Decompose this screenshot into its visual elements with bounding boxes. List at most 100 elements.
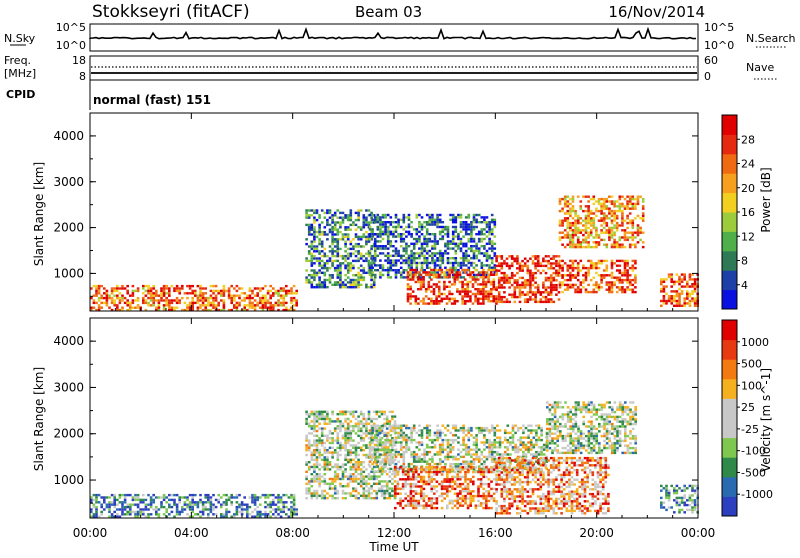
velocity-cell (449, 446, 452, 448)
power-cell (572, 269, 575, 271)
power-cell (416, 231, 419, 233)
power-cell (392, 221, 395, 223)
power-cell (416, 233, 419, 235)
velocity-cell (389, 480, 392, 482)
velocity-cell (295, 508, 298, 510)
power-cell (534, 282, 537, 284)
velocity-cell (311, 425, 314, 427)
power-cell (423, 243, 426, 245)
power-cell (435, 298, 438, 300)
power-cell (132, 292, 135, 294)
velocity-cell (391, 483, 394, 485)
power-cell (337, 217, 340, 219)
power-cell (191, 299, 194, 301)
power-cell (280, 297, 283, 299)
power-cell (477, 283, 480, 285)
power-cell (582, 210, 585, 212)
power-cell (582, 239, 585, 241)
power-cell (559, 220, 562, 222)
power-cell (121, 307, 124, 309)
power-cell (350, 214, 353, 216)
power-cell (390, 243, 393, 245)
power-cell (313, 274, 316, 276)
power-cell (564, 203, 567, 205)
power-cell (426, 221, 429, 223)
velocity-cell (379, 444, 382, 446)
velocity-cell (418, 429, 421, 431)
velocity-cell (259, 504, 262, 506)
velocity-cell (337, 466, 340, 468)
velocity-cell (488, 451, 491, 453)
power-cell (464, 290, 467, 292)
velocity-cell (400, 453, 403, 455)
power-cell (626, 269, 629, 271)
power-cell (347, 269, 350, 271)
velocity-cell (397, 427, 400, 429)
velocity-cell (236, 501, 239, 503)
power-cell (508, 277, 511, 279)
power-cell (572, 277, 575, 279)
power-cell (475, 214, 478, 216)
power-cell (418, 235, 421, 237)
power-cell (95, 290, 98, 292)
power-cell (582, 267, 585, 269)
power-cell (316, 209, 319, 211)
velocity-cell (329, 485, 332, 487)
velocity-cell (416, 446, 419, 448)
velocity-cell (339, 427, 342, 429)
power-cell (559, 286, 562, 288)
velocity-cell (373, 490, 376, 492)
power-cell (585, 277, 588, 279)
power-cell (452, 233, 455, 235)
power-cell (132, 285, 135, 287)
velocity-cell (436, 451, 439, 453)
velocity-cell (331, 456, 334, 458)
power-cell (316, 286, 319, 288)
power-cell (481, 221, 484, 223)
velocity-cell (403, 453, 406, 455)
velocity-cell (318, 415, 321, 417)
velocity-cell (384, 470, 387, 472)
power-cell (637, 200, 640, 202)
power-cell (438, 286, 441, 288)
velocity-cell (313, 427, 316, 429)
power-cell (569, 227, 572, 229)
velocity-cell (468, 451, 471, 453)
velocity-cell (486, 427, 489, 429)
power-cell (384, 223, 387, 225)
velocity-cell (374, 458, 377, 460)
velocity-cell (344, 432, 347, 434)
power-cell (329, 209, 332, 211)
power-cell (626, 277, 629, 279)
power-cell (204, 299, 207, 301)
velocity-cell (241, 504, 244, 506)
power-cell (331, 214, 334, 216)
power-cell (455, 226, 458, 228)
velocity-cell (357, 442, 360, 444)
power-cell (313, 212, 316, 214)
power-cell (439, 259, 442, 261)
power-cell (595, 227, 598, 229)
velocity-cell (313, 466, 316, 468)
power-cell (360, 209, 363, 211)
velocity-cell (324, 478, 327, 480)
power-cell (486, 231, 489, 233)
power-cell (321, 231, 324, 233)
power-cell (519, 284, 522, 286)
velocity-cell (305, 411, 308, 413)
velocity-cell (352, 430, 355, 432)
power-cell (569, 215, 572, 217)
power-cell (433, 300, 436, 302)
velocity-cell (368, 423, 371, 425)
velocity-cell (339, 442, 342, 444)
velocity-cell (357, 430, 360, 432)
velocity-cell (350, 432, 353, 434)
power-cell (598, 200, 601, 202)
power-cell (550, 298, 553, 300)
velocity-cell (355, 487, 358, 489)
power-cell (308, 279, 311, 281)
velocity-cell (365, 430, 368, 432)
power-cell (637, 227, 640, 229)
power-cell (158, 302, 161, 304)
power-cell (611, 196, 614, 198)
